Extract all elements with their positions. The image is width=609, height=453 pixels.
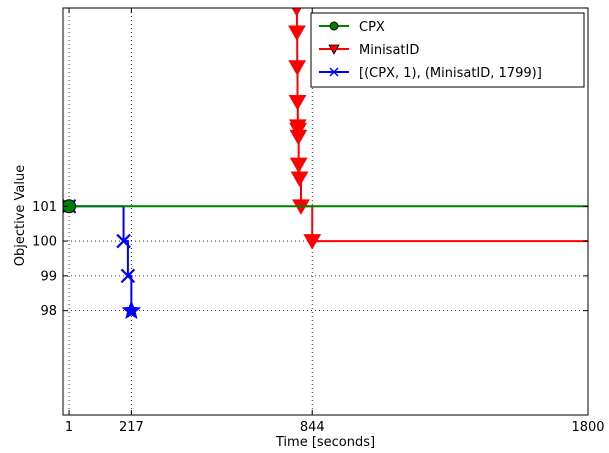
series-layer [63, 8, 588, 319]
legend-item-0: CPX [319, 20, 385, 35]
legend-marker-2 [329, 67, 339, 77]
y-tick-label: 101 [32, 200, 57, 215]
axes-layer: 1 217 844 1800 98 99 100 101 Time [seconds] Objec… [13, 7, 605, 450]
legend: CPX MinisatID [(CPX, 1), (MinisatID, 1799)… [310, 12, 585, 88]
y-tick-label: 99 [40, 269, 57, 284]
x-tick-label: 1800 [571, 420, 604, 435]
series-1-marker [288, 95, 307, 111]
legend-label-1: MinisatID [359, 43, 419, 58]
x-tick-label: 1 [65, 420, 73, 435]
series-1-marker [289, 129, 308, 146]
y-tick-label: 98 [40, 304, 57, 319]
series-2-marker [116, 233, 131, 249]
legend-label-2: [(CPX, 1), (MinisatID, 1799)] [359, 66, 542, 81]
series-1-marker [288, 25, 306, 41]
legend-item-2: [(CPX, 1), (MinisatID, 1799)] [319, 66, 542, 81]
x-tick-label: 844 [300, 420, 325, 435]
series-2-marker [120, 268, 136, 284]
y-axis-label: Objective Value [13, 165, 28, 266]
x-axis-label: Time [seconds] [275, 435, 375, 450]
series-0 [63, 199, 588, 214]
x-tick-label: 217 [119, 420, 144, 435]
series-1-marker [291, 8, 302, 17]
series-1-marker [289, 157, 308, 174]
series-1-marker [288, 60, 307, 76]
series-1-marker [290, 171, 309, 188]
legend-item-1: MinisatID [319, 43, 419, 58]
legend-marker-0 [329, 21, 339, 31]
series-0-marker [63, 199, 77, 214]
y-tick-label: 100 [32, 235, 57, 250]
series-1-marker [303, 234, 322, 250]
legend-box [310, 12, 585, 88]
legend-label-0: CPX [359, 20, 385, 35]
series-1 [288, 8, 588, 250]
legend-marker-1 [328, 44, 340, 55]
series-2-marker [121, 300, 142, 319]
plot-frame [62, 7, 589, 416]
